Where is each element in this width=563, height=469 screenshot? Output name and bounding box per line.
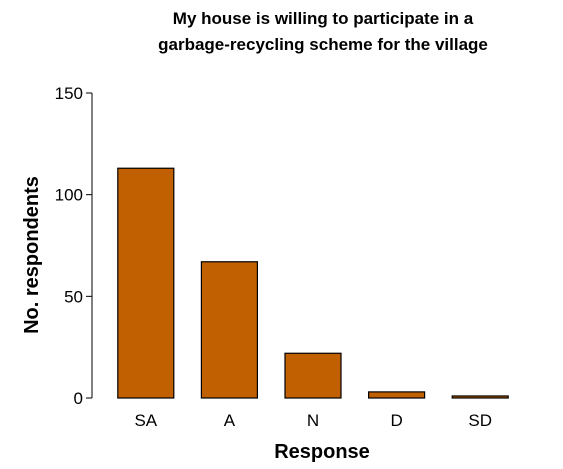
- bar-sd: [451, 395, 509, 399]
- x-tick-label: SD: [468, 411, 492, 430]
- bar-n: [284, 352, 342, 399]
- y-tick-label: 0: [74, 389, 83, 408]
- chart-title-line-1: My house is willing to participate in a: [173, 9, 474, 28]
- bar-a: [200, 261, 258, 399]
- bar-d: [368, 391, 426, 399]
- x-tick-label: N: [307, 411, 319, 430]
- x-axis-label: Response: [274, 441, 370, 463]
- bar-sa: [117, 167, 175, 399]
- x-tick-label: D: [390, 411, 402, 430]
- y-tick-label: 50: [64, 287, 83, 306]
- y-axis-label: No. respondents: [21, 176, 43, 334]
- x-tick-label: A: [224, 411, 236, 430]
- y-tick-label: 150: [55, 84, 83, 103]
- chart-title-line-2: garbage-recycling scheme for the village: [158, 35, 488, 54]
- y-tick-label: 100: [55, 186, 83, 205]
- plot-area: 0 50 100 150 SA A N D SD: [55, 84, 509, 430]
- x-tick-label: SA: [134, 411, 157, 430]
